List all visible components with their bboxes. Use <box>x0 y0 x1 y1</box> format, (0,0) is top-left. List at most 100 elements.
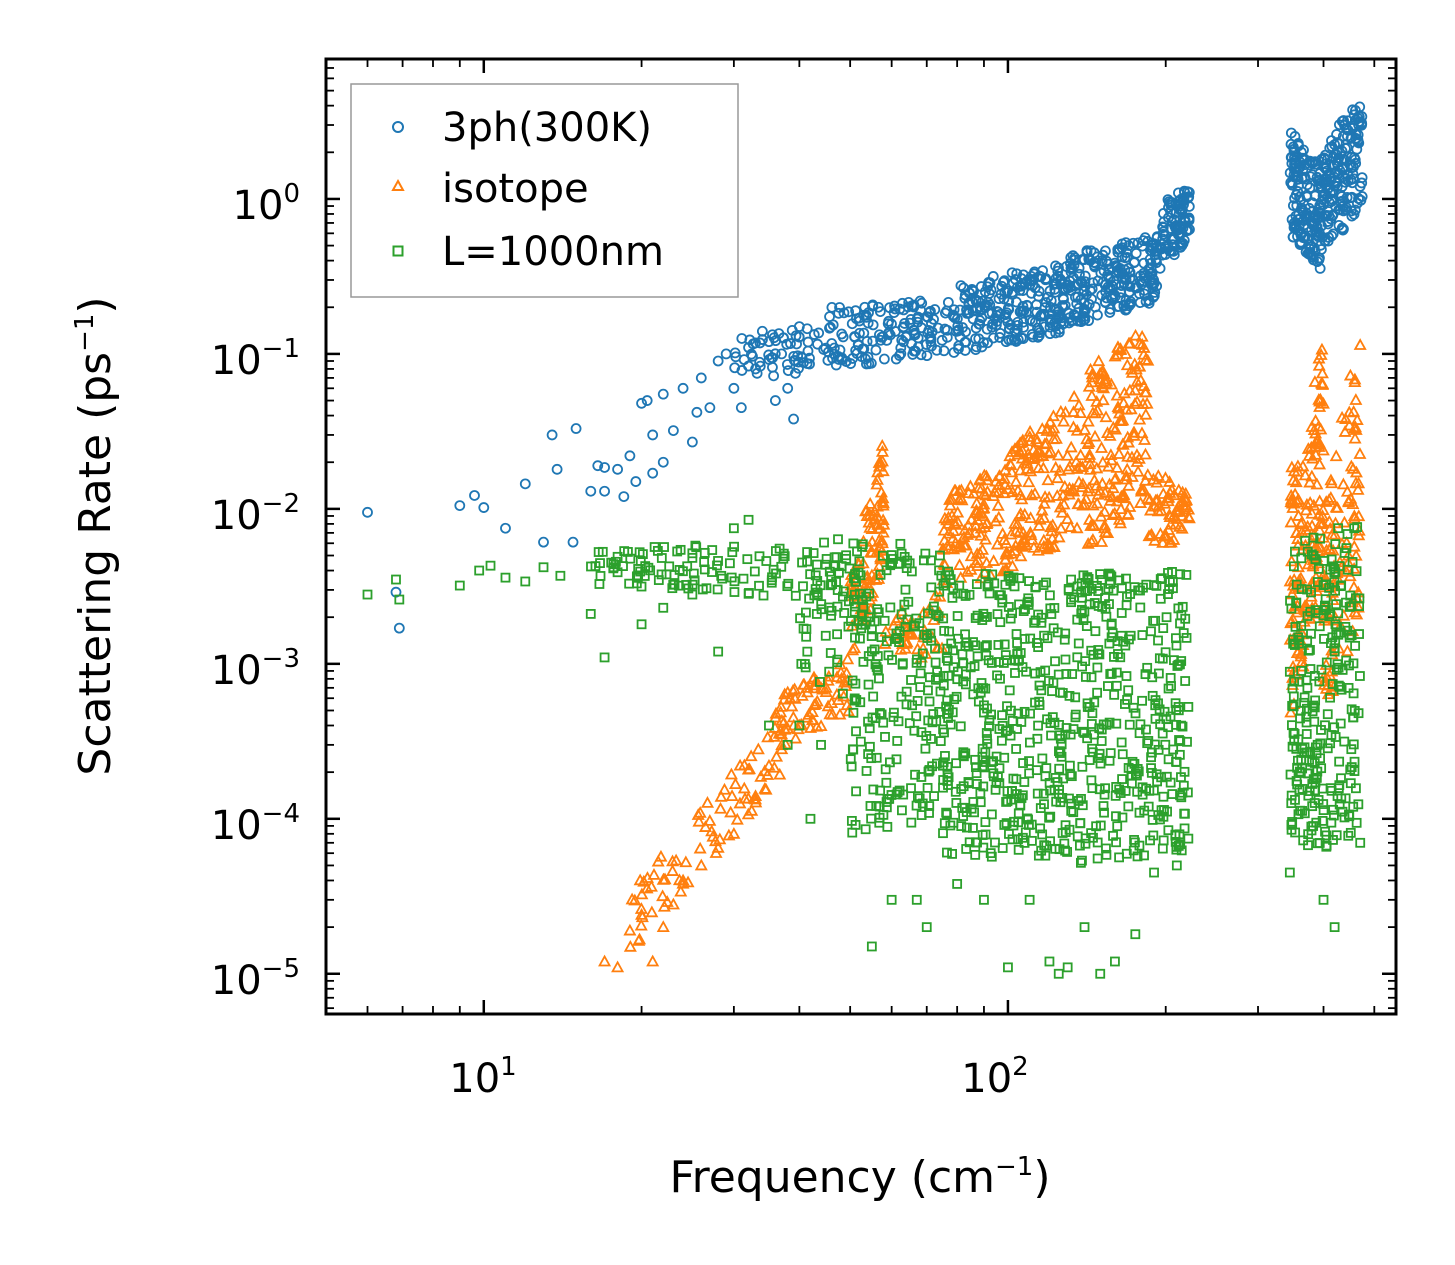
data-point <box>788 691 802 703</box>
data-point <box>1033 512 1047 525</box>
data-point <box>1098 801 1109 811</box>
data-point <box>834 302 845 313</box>
data-point <box>1325 692 1335 703</box>
data-point <box>754 551 765 562</box>
data-point <box>1132 851 1143 862</box>
data-point <box>1294 647 1308 659</box>
data-point <box>1114 502 1128 515</box>
data-point <box>885 602 896 613</box>
data-point <box>996 735 1007 746</box>
data-point <box>1120 295 1132 307</box>
data-point <box>1355 837 1366 848</box>
data-point <box>636 619 647 630</box>
data-point <box>911 894 922 905</box>
data-point <box>942 695 953 706</box>
data-point <box>948 483 962 496</box>
data-point <box>1127 425 1141 438</box>
data-point <box>728 523 739 534</box>
data-point <box>1175 790 1185 801</box>
data-point <box>748 792 763 805</box>
data-point <box>1101 459 1115 472</box>
data-point <box>1301 729 1312 739</box>
data-point <box>1070 462 1084 474</box>
data-point <box>1294 635 1305 646</box>
data-point <box>1124 266 1136 278</box>
data-point <box>999 820 1010 830</box>
data-point <box>1030 615 1041 626</box>
data-point <box>1018 606 1029 616</box>
data-point <box>938 580 949 591</box>
data-point <box>767 730 781 742</box>
data-point <box>1139 850 1149 861</box>
data-point <box>955 493 969 506</box>
data-point <box>808 678 822 691</box>
data-point <box>1093 648 1103 659</box>
data-point <box>860 576 874 588</box>
data-point <box>1305 506 1319 519</box>
data-point <box>1120 786 1131 796</box>
data-point <box>1101 843 1111 854</box>
data-point <box>546 429 558 441</box>
data-point <box>973 333 985 345</box>
data-point <box>851 786 861 797</box>
data-point <box>1342 405 1356 418</box>
data-point <box>1312 358 1326 371</box>
data-point <box>1179 823 1190 834</box>
data-point <box>1122 279 1134 291</box>
data-point <box>1002 316 1014 328</box>
data-point <box>1053 305 1065 317</box>
data-point <box>1300 246 1312 258</box>
data-point <box>975 788 986 799</box>
data-point <box>1019 453 1033 466</box>
data-point <box>1315 202 1327 213</box>
data-point <box>1037 533 1051 546</box>
data-point <box>1037 539 1051 552</box>
data-point <box>744 749 758 762</box>
data-point <box>1108 349 1122 362</box>
data-point <box>1105 490 1119 503</box>
data-point <box>712 355 724 367</box>
data-point <box>1044 590 1055 601</box>
data-point <box>1042 714 1052 725</box>
data-point <box>1029 432 1044 444</box>
data-point <box>1070 423 1084 436</box>
data-point <box>703 814 717 826</box>
data-point <box>916 772 927 782</box>
data-point <box>1134 484 1148 497</box>
data-point <box>647 467 659 479</box>
data-point <box>828 348 840 360</box>
data-point <box>980 817 991 828</box>
data-point <box>952 879 963 889</box>
data-point <box>1041 840 1052 851</box>
data-point <box>500 572 511 583</box>
data-point <box>633 932 647 945</box>
data-point <box>797 557 807 568</box>
x-tick-label: 102 <box>961 1052 1028 1102</box>
data-point <box>1092 662 1103 673</box>
data-point <box>938 680 949 691</box>
data-point <box>1348 375 1362 388</box>
data-point <box>1148 499 1162 512</box>
data-point <box>894 785 905 796</box>
data-point <box>711 840 725 853</box>
data-point <box>1009 474 1023 487</box>
data-point <box>961 518 975 531</box>
data-point <box>1321 657 1332 668</box>
data-point <box>935 550 945 561</box>
data-point <box>1023 424 1037 437</box>
data-point <box>724 805 738 818</box>
data-point <box>789 355 801 367</box>
data-point <box>927 717 938 728</box>
data-point <box>1295 515 1309 528</box>
data-point <box>1162 806 1172 817</box>
data-point <box>1039 302 1051 313</box>
data-point <box>884 794 895 804</box>
data-point <box>1012 316 1024 328</box>
data-point <box>1011 774 1022 785</box>
data-point <box>1179 808 1190 819</box>
data-point <box>1111 811 1121 822</box>
data-point <box>1105 669 1116 679</box>
data-point <box>964 778 974 789</box>
data-point <box>1139 385 1153 398</box>
data-point <box>641 395 653 406</box>
